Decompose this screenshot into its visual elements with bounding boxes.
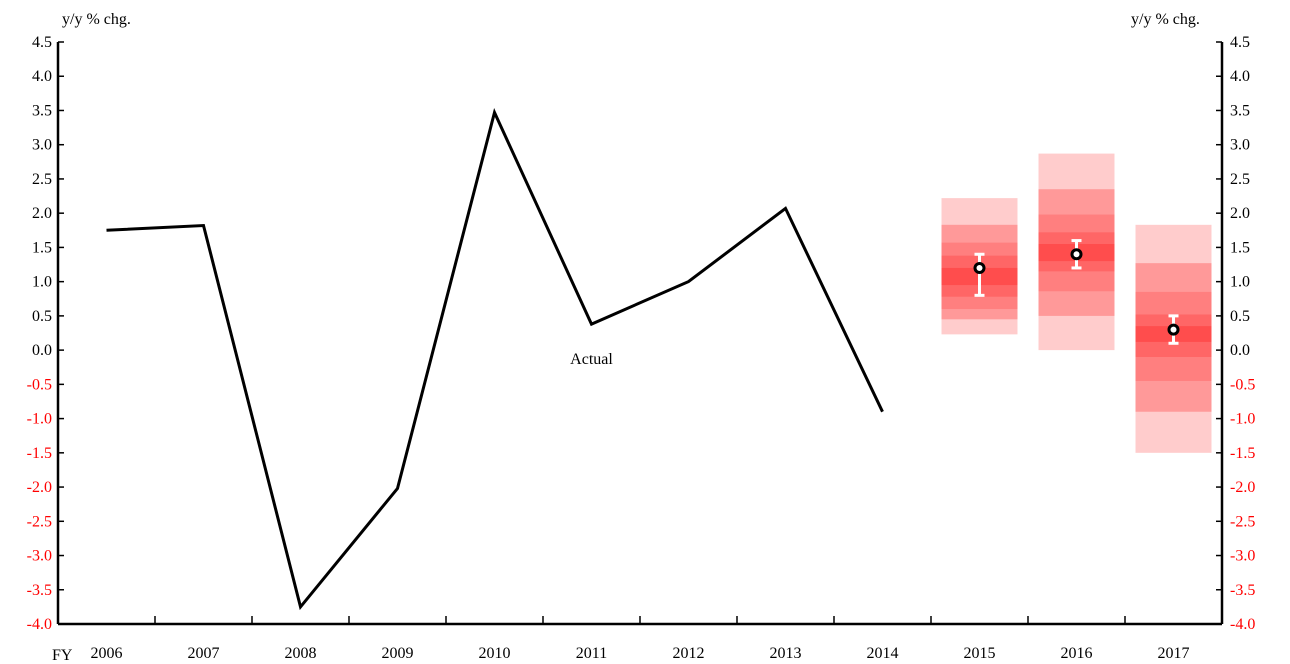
right-y-tick-label: -4.0 <box>1230 616 1255 633</box>
right-y-tick-label: 3.0 <box>1230 137 1250 154</box>
left-y-tick-label: -2.0 <box>27 479 52 496</box>
x-tick-label-2013: 2013 <box>770 645 802 662</box>
axes <box>56 41 1224 626</box>
forecast-marker-2017 <box>1167 314 1180 345</box>
forecast-markers <box>973 239 1180 345</box>
x-tick-label-2012: 2012 <box>673 645 705 662</box>
x-tick-label-2016: 2016 <box>1061 645 1093 662</box>
right-y-tick-label: 1.5 <box>1230 239 1250 256</box>
left-y-tick-label: 3.5 <box>32 102 52 119</box>
left-y-tick-label: 4.5 <box>32 34 52 51</box>
x-tick-label-2015: 2015 <box>964 645 996 662</box>
right-y-tick-label: -1.5 <box>1230 445 1255 462</box>
x-tick-label-2007: 2007 <box>188 645 220 662</box>
right-y-tick-label: -2.0 <box>1230 479 1255 496</box>
forecast-marker-2015 <box>973 252 986 297</box>
left-y-tick-label: 0.5 <box>32 308 52 325</box>
median-marker <box>973 261 986 274</box>
right-y-tick-label: -2.5 <box>1230 513 1255 530</box>
right-y-tick-label: 2.5 <box>1230 171 1250 188</box>
left-y-tick-label: -1.0 <box>27 411 52 428</box>
left-y-tick-label: -4.0 <box>27 616 52 633</box>
x-tick-label-2014: 2014 <box>867 645 899 662</box>
x-tick-label-2008: 2008 <box>285 645 317 662</box>
right-y-tick-label: -1.0 <box>1230 411 1255 428</box>
actual-annotation: Actual <box>570 351 613 368</box>
right-unit-label: y/y % chg. <box>1131 11 1200 28</box>
left-y-tick-label: -3.5 <box>27 582 52 599</box>
median-marker <box>1167 323 1180 336</box>
left-y-tick-label: 3.0 <box>32 137 52 154</box>
right-y-tick-label: -3.0 <box>1230 548 1255 565</box>
fy-prefix-label: FY <box>52 647 73 664</box>
right-y-tick-label: 0.0 <box>1230 342 1250 359</box>
right-y-tick-label: -3.5 <box>1230 582 1255 599</box>
tick-labels: 4.5 4.5 4.0 4.0 3.5 3.5 3.0 3.0 2.5 2.5 2.0 2.0 1.5 1… <box>27 34 1256 662</box>
right-y-tick-label: 3.5 <box>1230 102 1250 119</box>
x-tick-label-2011: 2011 <box>576 645 607 662</box>
actual-series <box>106 108 884 611</box>
left-y-tick-label: 4.0 <box>32 68 52 85</box>
x-tick-label-2017: 2017 <box>1158 645 1190 662</box>
right-y-tick-label: 1.0 <box>1230 274 1250 291</box>
left-y-tick-label: -0.5 <box>27 376 52 393</box>
right-y-tick-label: 4.5 <box>1230 34 1250 51</box>
left-y-tick-label: 2.0 <box>32 205 52 222</box>
right-y-tick-label: 4.0 <box>1230 68 1250 85</box>
forecast-bands <box>941 153 1212 453</box>
left-y-tick-label: 0.0 <box>32 342 52 359</box>
median-marker <box>1070 248 1083 261</box>
left-y-tick-label: 1.0 <box>32 274 52 291</box>
left-unit-label: y/y % chg. <box>62 11 131 28</box>
forecast-marker-2016 <box>1070 239 1083 270</box>
right-y-tick-label: -0.5 <box>1230 376 1255 393</box>
right-y-tick-label: 2.0 <box>1230 205 1250 222</box>
left-y-tick-label: -3.0 <box>27 548 52 565</box>
x-tick-label-2010: 2010 <box>479 645 511 662</box>
x-tick-label-2006: 2006 <box>91 645 123 662</box>
x-tick-label-2009: 2009 <box>382 645 414 662</box>
left-y-tick-label: 1.5 <box>32 239 52 256</box>
left-y-tick-label: 2.5 <box>32 171 52 188</box>
left-y-tick-label: -1.5 <box>27 445 52 462</box>
right-y-tick-label: 0.5 <box>1230 308 1250 325</box>
left-y-tick-label: -2.5 <box>27 513 52 530</box>
actual-line <box>106 108 884 611</box>
